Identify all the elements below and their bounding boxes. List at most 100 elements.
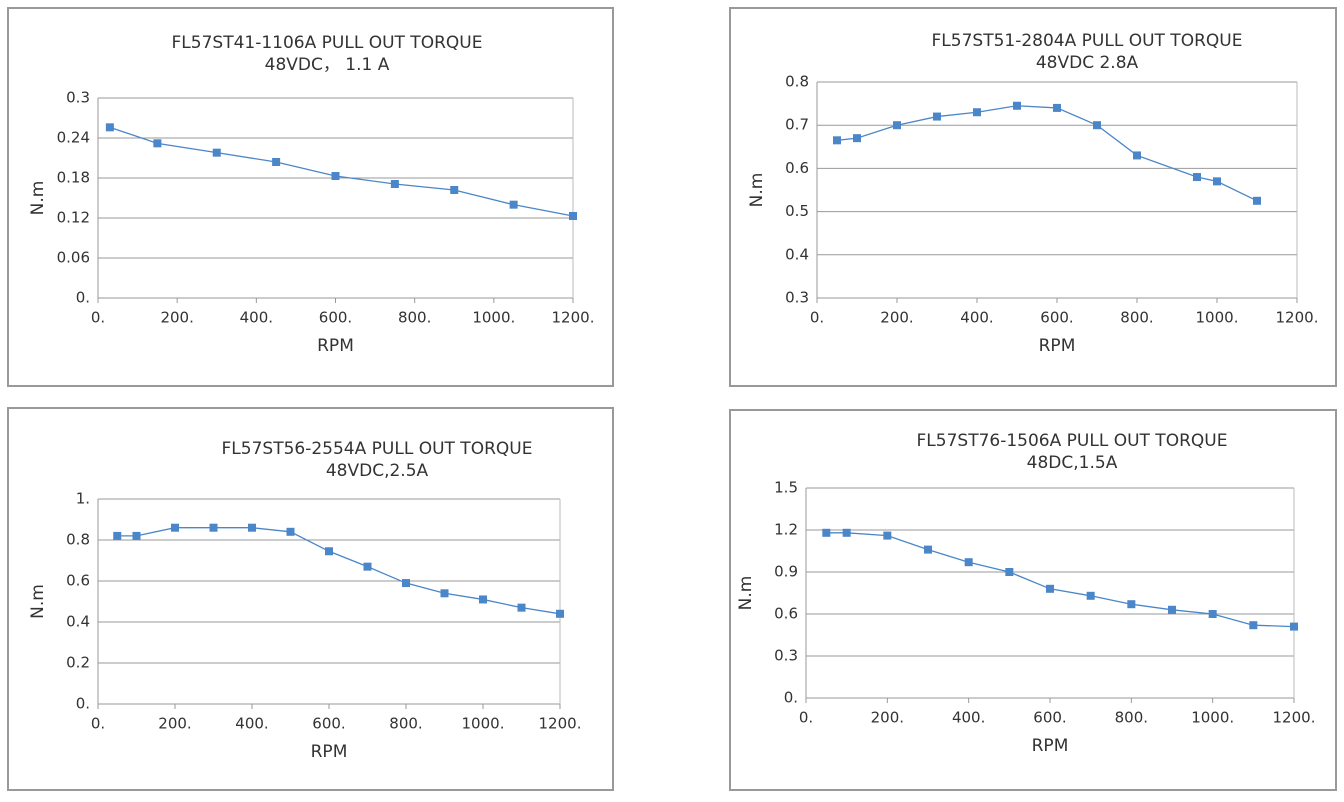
y-tick-label: 0.2 — [66, 654, 90, 672]
y-axis-label: N.m — [28, 584, 48, 619]
data-point — [569, 212, 577, 220]
y-tick-label: 0.4 — [66, 613, 90, 631]
data-point — [440, 589, 449, 598]
y-tick-label: 1. — [76, 490, 90, 508]
data-point — [853, 134, 861, 143]
y-tick-label: 0.9 — [774, 563, 798, 581]
x-tick-label: 400. — [952, 709, 985, 727]
data-point — [1290, 622, 1298, 631]
x-axis-label: RPM — [311, 742, 348, 762]
data-point — [833, 136, 841, 145]
data-point — [390, 180, 399, 188]
data-point — [1053, 103, 1061, 112]
data-point — [556, 609, 564, 618]
data-point — [153, 139, 162, 148]
y-tick-label: 0. — [784, 689, 798, 707]
data-point — [842, 528, 851, 537]
data-point — [132, 531, 141, 540]
data-point — [171, 523, 179, 532]
x-tick-label: 1200. — [539, 715, 582, 733]
data-point — [1208, 610, 1217, 618]
y-axis-label: N.m — [28, 181, 48, 216]
data-point — [1005, 568, 1014, 576]
y-tick-label: 0. — [76, 695, 90, 713]
chart-frame — [729, 7, 1337, 387]
x-tick-label: 1000. — [1196, 309, 1239, 327]
y-tick-label: 0.6 — [785, 159, 809, 177]
data-point — [1253, 196, 1261, 205]
data-point — [1093, 121, 1101, 130]
data-point — [1086, 591, 1095, 600]
x-tick-label: 1000. — [1191, 709, 1234, 727]
data-point — [1133, 151, 1141, 160]
y-tick-label: 0. — [76, 289, 90, 307]
data-point — [272, 158, 281, 166]
y-tick-label: 0.8 — [66, 531, 90, 549]
y-tick-label: 0.4 — [785, 245, 809, 263]
y-tick-label: 0.7 — [785, 116, 809, 134]
x-tick-label: 600. — [1033, 709, 1066, 727]
y-tick-label: 0.12 — [57, 209, 90, 227]
x-tick-label: 600. — [1040, 309, 1073, 327]
x-tick-label: 800. — [398, 309, 431, 327]
x-tick-label: 1000. — [462, 715, 505, 733]
data-point — [212, 148, 221, 157]
x-tick-label: 0. — [810, 309, 824, 327]
data-point — [1213, 177, 1221, 186]
y-tick-label: 1.2 — [774, 521, 798, 539]
data-point — [1168, 605, 1176, 614]
data-point — [517, 603, 526, 612]
x-tick-label: 800. — [1120, 309, 1153, 327]
x-axis-label: RPM — [1032, 736, 1069, 756]
x-tick-label: 800. — [389, 715, 422, 733]
y-tick-label: 1.5 — [774, 479, 798, 497]
y-tick-label: 0.3 — [785, 289, 809, 307]
chart-title: FL57ST51-2804A PULL OUT TORQUE — [932, 31, 1243, 51]
chart-title: FL57ST76-1506A PULL OUT TORQUE — [917, 431, 1228, 451]
y-tick-label: 0.3 — [774, 647, 798, 665]
data-point — [363, 562, 372, 571]
data-point — [325, 547, 333, 556]
chart-frame — [729, 409, 1337, 791]
data-point — [1193, 173, 1201, 182]
x-tick-label: 200. — [160, 309, 193, 327]
chart-subtitle: 48VDC 2.8A — [1036, 53, 1139, 73]
x-tick-label: 1000. — [472, 309, 515, 327]
x-tick-label: 1200. — [1276, 309, 1319, 327]
data-point — [964, 558, 973, 567]
x-tick-label: 0. — [799, 709, 813, 727]
y-tick-label: 0.06 — [57, 249, 90, 267]
y-tick-label: 0.24 — [57, 129, 90, 147]
data-point — [479, 595, 487, 604]
chart-subtitle: 48VDC,2.5A — [326, 461, 429, 481]
y-tick-label: 0.8 — [785, 73, 809, 91]
chart-title: FL57ST41-1106A PULL OUT TORQUE — [172, 33, 483, 53]
data-point — [1046, 584, 1054, 593]
data-point — [402, 579, 410, 588]
x-tick-label: 600. — [319, 309, 352, 327]
x-axis-label: RPM — [317, 336, 354, 356]
data-point — [209, 523, 218, 532]
x-tick-label: 200. — [880, 309, 913, 327]
x-tick-label: 600. — [312, 715, 345, 733]
y-axis-label: N.m — [747, 173, 767, 208]
x-tick-label: 1200. — [552, 309, 595, 327]
x-tick-label: 400. — [235, 715, 268, 733]
y-tick-label: 0.18 — [57, 169, 90, 187]
data-point — [924, 545, 932, 554]
x-tick-label: 0. — [91, 309, 105, 327]
x-tick-label: 800. — [1115, 709, 1148, 727]
data-point — [973, 108, 981, 117]
x-tick-label: 200. — [871, 709, 904, 727]
x-axis-label: RPM — [1039, 336, 1076, 356]
data-point — [1249, 621, 1258, 630]
data-point — [933, 112, 941, 121]
x-tick-label: 200. — [158, 715, 191, 733]
y-tick-label: 0.3 — [66, 89, 90, 107]
x-tick-label: 400. — [960, 309, 993, 327]
y-tick-label: 0.5 — [785, 202, 809, 220]
data-point — [248, 523, 256, 532]
